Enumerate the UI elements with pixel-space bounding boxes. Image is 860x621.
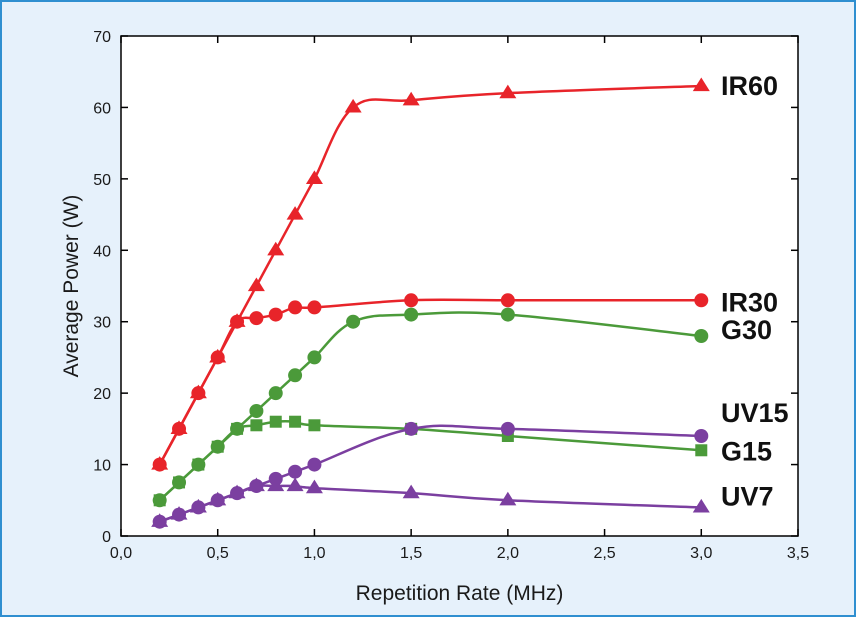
data-point-g15 (211, 440, 224, 453)
data-point-g15 (289, 415, 302, 428)
data-point-ir30 (210, 350, 225, 365)
data-point-ir30 (152, 457, 167, 472)
data-point-ir60 (247, 277, 265, 292)
data-point-ir30 (404, 293, 419, 308)
data-point-ir60 (402, 91, 420, 106)
data-point-g15 (153, 494, 166, 507)
data-point-uv15 (500, 421, 515, 436)
y-tick-label: 40 (93, 243, 111, 260)
series-label-ir30: IR30 (721, 287, 778, 317)
data-point-uv15 (694, 429, 709, 443)
x-tick-label: 0,5 (207, 545, 229, 562)
data-point-g30 (249, 404, 264, 418)
y-tick-label: 70 (93, 29, 111, 46)
axis-ticks: 0,0 0,5 1,0 1,5 2,0 2,5 3,0 3,5 0 10 20 30 40 50 60 70 (93, 29, 809, 562)
data-point-ir60 (499, 84, 517, 99)
data-point-uv7 (209, 491, 227, 506)
data-point-uv7 (692, 498, 710, 513)
data-point-g30 (694, 329, 709, 343)
y-tick-label: 0 (102, 529, 111, 546)
x-axis-title: Repetition Rate (MHz) (356, 582, 564, 605)
series-label-g30: G30 (721, 315, 772, 345)
data-point-g15 (192, 458, 205, 471)
data-point-ir30 (191, 386, 206, 401)
x-tick-label: 2,5 (593, 545, 615, 562)
data-point-ir60 (305, 170, 323, 184)
data-point-uv7 (189, 498, 207, 513)
data-point-uv7 (267, 477, 285, 492)
data-point-uv15 (288, 464, 303, 479)
y-tick-label: 20 (93, 386, 111, 403)
data-point-ir30 (307, 300, 322, 315)
y-tick-label: 50 (93, 172, 111, 189)
data-point-g30 (268, 386, 283, 401)
data-point-ir30 (288, 300, 303, 315)
data-point-g15 (269, 415, 282, 428)
data-point-uv15 (307, 457, 322, 472)
data-point-uv7 (286, 477, 304, 492)
x-tick-label: 1,5 (400, 545, 422, 562)
y-axis-title: Average Power (W) (60, 195, 83, 378)
data-point-uv7 (170, 506, 188, 520)
data-point-g15 (173, 476, 186, 489)
series-label-g15: G15 (721, 436, 772, 466)
data-point-ir30 (500, 293, 515, 308)
x-tick-label: 0,0 (110, 545, 132, 562)
data-point-g30 (288, 368, 303, 383)
data-point-ir60 (286, 206, 304, 220)
data-point-ir30 (172, 421, 187, 436)
y-tick-label: 60 (93, 100, 111, 117)
data-point-ir60 (344, 98, 362, 113)
data-point-g15 (231, 422, 244, 435)
data-point-ir60 (692, 77, 710, 92)
data-point-uv7 (247, 477, 265, 492)
series-label-ir60: IR60 (721, 71, 778, 101)
data-point-ir30 (230, 314, 245, 329)
x-tick-label: 3,5 (787, 545, 809, 562)
data-point-uv7 (402, 484, 420, 499)
data-point-g15 (308, 419, 321, 432)
data-point-ir60 (267, 241, 285, 256)
plot-area (120, 35, 799, 537)
data-point-uv7 (499, 491, 517, 506)
x-tick-label: 3,0 (690, 545, 712, 562)
data-point-uv7 (228, 484, 246, 499)
data-point-ir30 (694, 293, 709, 308)
data-point-g30 (346, 314, 361, 329)
series-uv7 (151, 477, 710, 527)
data-point-g30 (500, 307, 515, 322)
data-point-g30 (404, 307, 419, 322)
data-point-ir30 (249, 311, 264, 326)
y-tick-label: 10 (93, 458, 111, 475)
data-point-g15 (250, 419, 263, 432)
series-label-uv15: UV15 (721, 398, 789, 428)
data-point-g30 (307, 350, 322, 365)
series-ir30 (152, 293, 709, 472)
x-tick-label: 1,0 (303, 545, 325, 562)
x-tick-label: 2,0 (497, 545, 519, 562)
data-point-uv15 (404, 421, 419, 436)
data-point-uv7 (305, 479, 323, 494)
y-tick-label: 30 (93, 315, 111, 332)
data-point-g15 (695, 444, 708, 457)
data-point-ir30 (268, 307, 283, 322)
series-label-uv7: UV7 (721, 481, 774, 511)
data-point-uv7 (151, 513, 169, 527)
series-layer (151, 77, 710, 529)
